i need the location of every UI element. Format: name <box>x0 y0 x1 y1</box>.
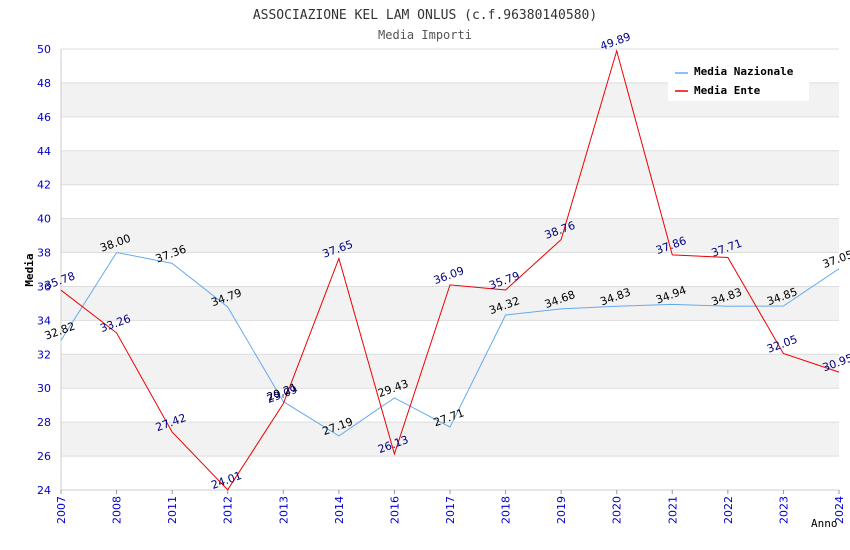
data-label: 36.09 <box>432 264 466 287</box>
y-tick-label: 40 <box>37 213 51 226</box>
x-tick-label: 2012 <box>222 496 235 524</box>
y-tick-label: 46 <box>37 111 51 124</box>
x-axis-ticks: 2007 2008 2011 2012 2013 2014 2016 2017 2018 2019… <box>55 490 846 524</box>
legend: Media Nazionale Media Ente <box>668 59 809 101</box>
x-axis-label: Anno <box>811 517 838 530</box>
x-tick-label: 2007 <box>55 496 68 524</box>
x-tick-label: 2017 <box>444 496 457 524</box>
chart-title: ASSOCIAZIONE KEL LAM ONLUS (c.f.96380140… <box>253 8 597 23</box>
y-tick-label: 24 <box>37 484 51 497</box>
y-tick-label: 48 <box>37 77 51 90</box>
x-tick-label: 2020 <box>611 496 624 524</box>
y-tick-label: 50 <box>37 43 51 56</box>
y-tick-label: 42 <box>37 179 51 192</box>
y-tick-label: 28 <box>37 416 51 429</box>
x-tick-label: 2014 <box>333 496 346 524</box>
y-tick-label: 44 <box>37 145 51 158</box>
y-tick-label: 36 <box>37 280 51 293</box>
y-tick-label: 38 <box>37 247 51 260</box>
x-tick-label: 2016 <box>388 496 401 524</box>
series-line-media-ente <box>60 49 840 491</box>
data-label: 49.89 <box>598 30 632 53</box>
y-tick-label: 32 <box>37 348 51 361</box>
grid-band <box>61 218 839 253</box>
grid-band <box>61 422 839 457</box>
y-tick-label: 30 <box>37 382 51 395</box>
x-tick-label: 2023 <box>777 496 790 524</box>
legend-label-media-nazionale: Media Nazionale <box>694 65 794 78</box>
x-tick-label: 2011 <box>166 496 179 524</box>
x-tick-label: 2024 <box>833 496 846 524</box>
grid-band <box>61 150 839 185</box>
legend-label-media-ente: Media Ente <box>694 84 761 97</box>
x-tick-label: 2019 <box>555 496 568 524</box>
y-axis-label: Media <box>23 253 36 286</box>
x-tick-label: 2021 <box>666 496 679 524</box>
series-line-media-nazionale <box>60 251 840 437</box>
grid-band <box>61 354 839 389</box>
chart-subtitle: Media Importi <box>378 28 472 42</box>
y-tick-label: 26 <box>37 450 51 463</box>
x-tick-label: 2013 <box>277 496 290 524</box>
grid-band <box>61 286 839 321</box>
x-tick-label: 2022 <box>722 496 735 524</box>
x-tick-label: 2018 <box>500 496 513 524</box>
legend-box <box>668 59 809 101</box>
series-lines <box>60 49 840 491</box>
x-tick-label: 2008 <box>111 496 124 524</box>
y-axis-ticks: 24 26 28 30 32 34 36 38 40 42 44 46 48 50 <box>37 43 51 497</box>
y-tick-label: 34 <box>37 314 51 327</box>
